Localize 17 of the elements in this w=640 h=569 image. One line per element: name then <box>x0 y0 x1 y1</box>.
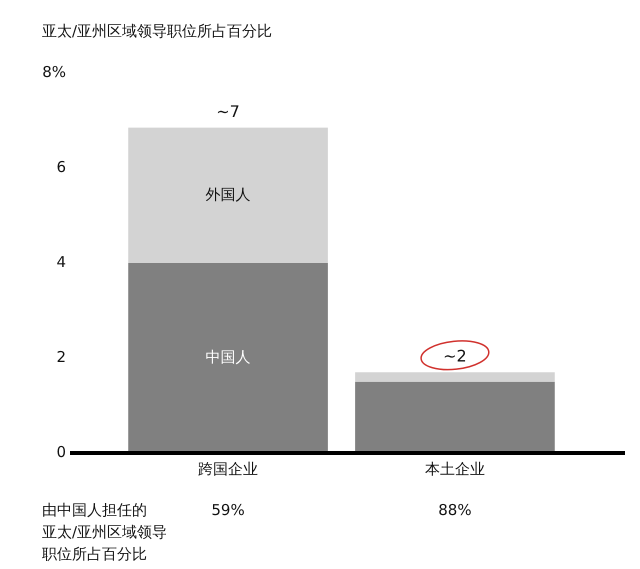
series-label: 中国人 <box>206 348 251 366</box>
y-tick-label: 4 <box>56 253 66 272</box>
text: 由中国人担任的亚太/亚州区域领导职位所占百分比 <box>42 501 168 563</box>
bar <box>355 372 555 382</box>
x-tick-label: 跨国企业 <box>198 460 258 478</box>
text: 59% <box>211 501 245 519</box>
x-tick-label: 本土企业 <box>424 460 485 478</box>
y-tick-label: 2 <box>56 348 66 366</box>
bar <box>128 128 328 263</box>
total-label: ~2 <box>443 346 467 366</box>
series-label: 外国人 <box>206 185 251 204</box>
y-tick-label: 0 <box>56 443 66 462</box>
text: 88% <box>438 501 472 519</box>
y-axis-title: 亚太/亚州区域领导职位所占百分比 <box>42 22 272 40</box>
y-tick-label: 6 <box>56 158 66 176</box>
y-tick-label: 8% <box>42 63 66 82</box>
total-label: ~7 <box>216 102 240 121</box>
